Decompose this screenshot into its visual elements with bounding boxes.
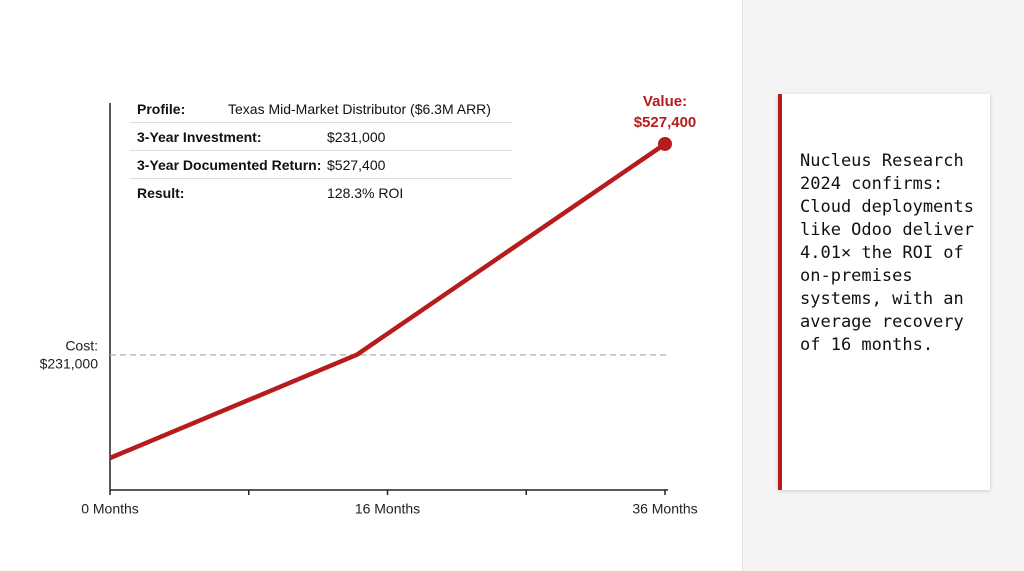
row-label: Profile: [137,101,186,117]
cost-label: Cost: [65,338,98,354]
value-label: Value: [643,93,687,110]
row-value: 128.3% ROI [327,185,404,201]
row-value: $231,000 [327,129,386,145]
x-tick-label: 36 Months [632,501,697,517]
row-label: 3-Year Investment: [137,129,262,145]
row-value: Texas Mid-Market Distributor ($6.3M ARR) [228,101,491,117]
table-row: 3-Year Investment: $231,000 [130,123,512,151]
roi-line [109,142,667,461]
row-label: Result: [137,185,185,201]
table-row: Result: 128.3% ROI [130,179,512,206]
row-value: $527,400 [327,157,386,173]
x-tick-label: 0 Months [81,501,139,517]
profile-table: Profile: Texas Mid-Market Distributor ($6… [130,95,512,206]
quote-card: Nucleus Research 2024 confirms: Cloud de… [778,94,990,490]
row-label: 3-Year Documented Return: [137,157,322,173]
end-point [658,136,672,151]
cost-label: $231,000 [40,356,99,372]
value-label: $527,400 [634,114,697,131]
chart: 0 Months 16 Months 36 Months Cost: $231,000 V… [40,93,698,517]
table-row: Profile: Texas Mid-Market Distributor ($6… [130,95,512,123]
x-tick-label: 16 Months [355,501,420,517]
table-row: 3-Year Documented Return: $527,400 [130,151,512,179]
